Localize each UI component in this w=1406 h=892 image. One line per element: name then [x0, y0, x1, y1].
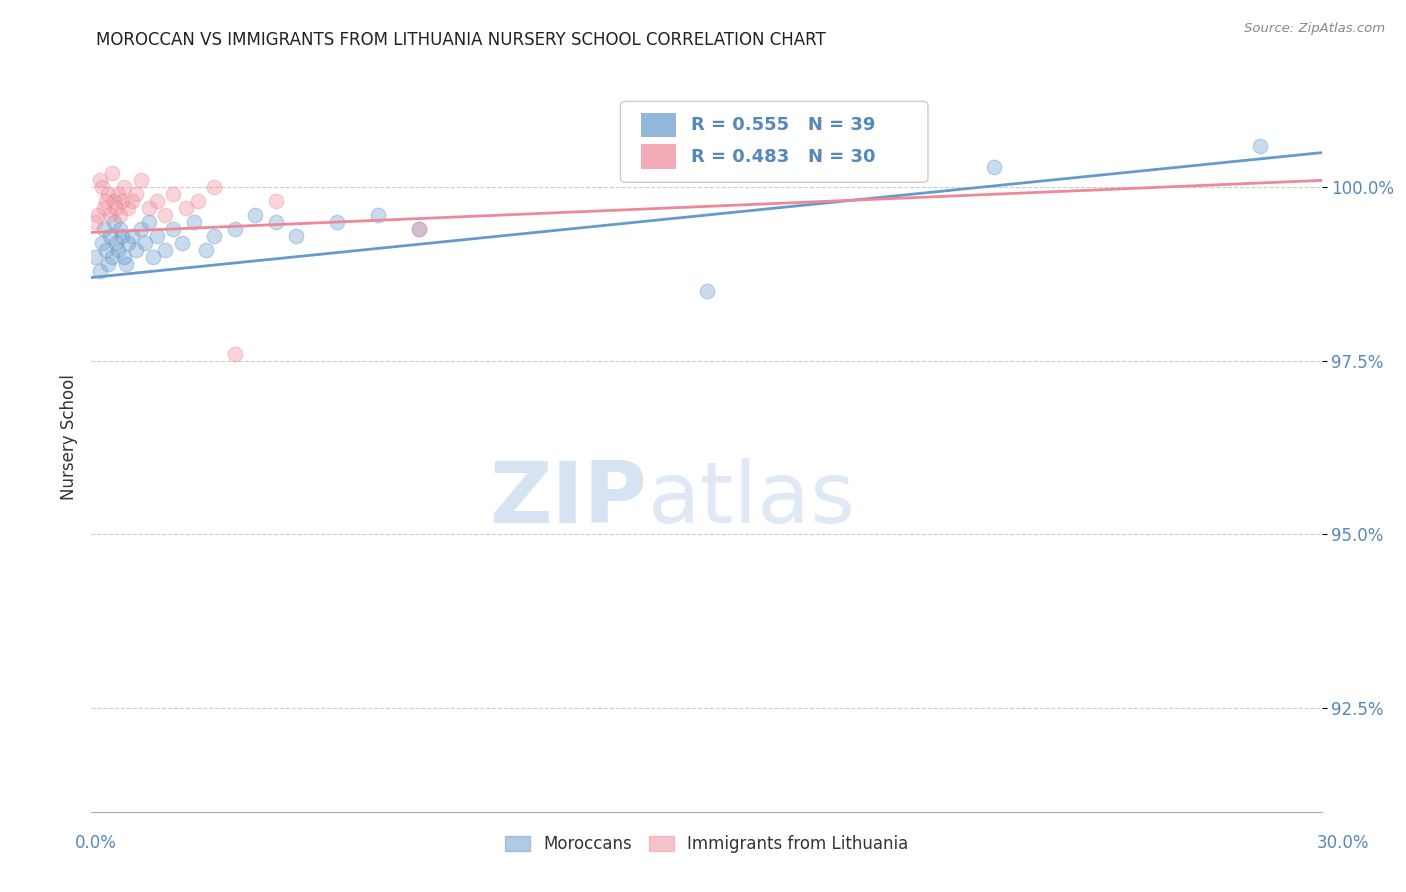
- Point: [264, 215, 287, 229]
- Point: [170, 235, 193, 250]
- Text: ZIP: ZIP: [489, 458, 647, 541]
- Bar: [641, 145, 676, 169]
- Point: [105, 235, 127, 250]
- Point: [153, 243, 177, 257]
- Point: [117, 201, 139, 215]
- Point: [93, 201, 115, 215]
- Point: [245, 208, 267, 222]
- Point: [134, 235, 156, 250]
- Point: [107, 187, 129, 202]
- Point: [94, 243, 117, 257]
- Point: [202, 180, 225, 194]
- Text: 0.0%: 0.0%: [75, 834, 117, 852]
- Point: [112, 180, 135, 194]
- Point: [146, 228, 169, 243]
- Point: [264, 194, 287, 209]
- Point: [202, 228, 225, 243]
- Point: [129, 173, 152, 187]
- Point: [97, 187, 120, 202]
- Point: [125, 243, 148, 257]
- Point: [98, 208, 121, 222]
- Point: [108, 208, 131, 222]
- Point: [101, 250, 124, 264]
- Point: [111, 194, 134, 209]
- Text: MOROCCAN VS IMMIGRANTS FROM LITHUANIA NURSERY SCHOOL CORRELATION CHART: MOROCCAN VS IMMIGRANTS FROM LITHUANIA NU…: [96, 31, 825, 49]
- Point: [224, 222, 246, 236]
- Point: [115, 257, 138, 271]
- Point: [117, 235, 139, 250]
- Point: [162, 187, 184, 202]
- Point: [90, 180, 112, 194]
- Point: [112, 250, 135, 264]
- Text: 30.0%: 30.0%: [1316, 834, 1369, 852]
- Point: [162, 222, 184, 236]
- Point: [408, 222, 430, 236]
- Text: R = 0.555   N = 39: R = 0.555 N = 39: [690, 116, 875, 135]
- Point: [97, 257, 120, 271]
- Point: [89, 263, 111, 277]
- Point: [1249, 138, 1271, 153]
- Text: R = 0.483   N = 30: R = 0.483 N = 30: [690, 148, 875, 166]
- Point: [105, 201, 127, 215]
- Point: [187, 194, 209, 209]
- Point: [108, 222, 131, 236]
- Point: [153, 208, 177, 222]
- Point: [93, 222, 115, 236]
- Point: [983, 160, 1005, 174]
- Text: Source: ZipAtlas.com: Source: ZipAtlas.com: [1244, 22, 1385, 36]
- FancyBboxPatch shape: [620, 102, 928, 182]
- Point: [367, 208, 389, 222]
- Point: [285, 228, 308, 243]
- Point: [121, 194, 143, 209]
- Point: [326, 215, 349, 229]
- Point: [84, 250, 107, 264]
- Point: [174, 201, 197, 215]
- Point: [86, 208, 108, 222]
- Point: [138, 201, 160, 215]
- Point: [111, 228, 134, 243]
- Point: [107, 243, 129, 257]
- Point: [195, 243, 218, 257]
- Point: [89, 173, 111, 187]
- Point: [101, 166, 124, 180]
- Point: [125, 187, 148, 202]
- Point: [142, 250, 165, 264]
- Point: [103, 215, 125, 229]
- Y-axis label: Nursery School: Nursery School: [59, 374, 77, 500]
- Point: [121, 228, 143, 243]
- Point: [103, 194, 125, 209]
- Point: [98, 228, 121, 243]
- Bar: [641, 112, 676, 137]
- Point: [129, 222, 152, 236]
- Legend: Moroccans, Immigrants from Lithuania: Moroccans, Immigrants from Lithuania: [498, 829, 915, 860]
- Point: [716, 160, 738, 174]
- Point: [84, 215, 107, 229]
- Point: [695, 285, 717, 299]
- Point: [90, 235, 112, 250]
- Point: [408, 222, 430, 236]
- Point: [224, 347, 246, 361]
- Text: atlas: atlas: [648, 458, 856, 541]
- Point: [138, 215, 160, 229]
- Point: [94, 194, 117, 209]
- Point: [146, 194, 169, 209]
- Point: [183, 215, 205, 229]
